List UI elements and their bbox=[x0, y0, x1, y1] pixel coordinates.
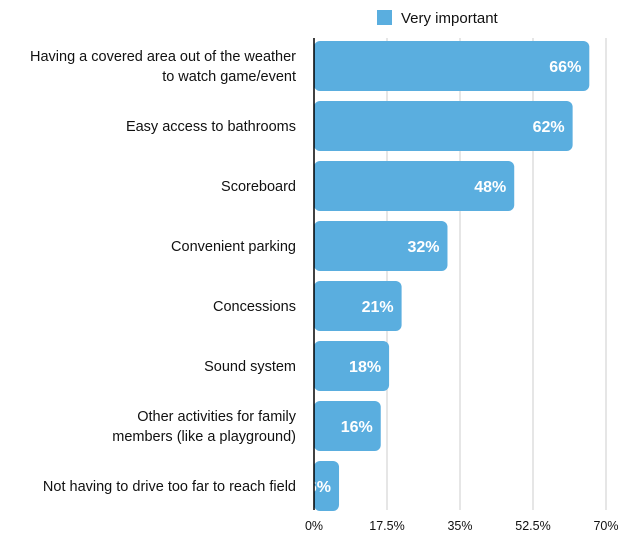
category-label-line: Easy access to bathrooms bbox=[126, 119, 296, 135]
category-label: Other activities for family members (like… bbox=[112, 409, 296, 445]
category-label-line: to watch game/event bbox=[162, 69, 296, 85]
bar-value-label: 66% bbox=[549, 59, 581, 76]
x-tick-label: 52.5% bbox=[515, 519, 550, 533]
bar bbox=[314, 341, 390, 391]
bar-value-label: 18% bbox=[349, 359, 381, 376]
bars: 66% 62% 48% 32% 21% 18% 16% 6% bbox=[308, 41, 590, 511]
bar bbox=[314, 41, 590, 91]
legend: Very important bbox=[377, 10, 499, 27]
category-label: Easy access to bathrooms bbox=[126, 119, 296, 135]
x-tick-label: 70% bbox=[593, 519, 618, 533]
bar bbox=[314, 281, 402, 331]
bar-value-label: 21% bbox=[362, 299, 394, 316]
x-tick-label: 35% bbox=[447, 519, 472, 533]
bar bbox=[314, 461, 340, 511]
category-label-line: members (like a playground) bbox=[112, 429, 296, 445]
category-label: Scoreboard bbox=[221, 179, 296, 195]
category-label-line: Other activities for family bbox=[137, 409, 296, 425]
bar bbox=[314, 401, 381, 451]
category-label: Sound system bbox=[204, 359, 296, 375]
bar bbox=[314, 161, 515, 211]
x-tick-label: 17.5% bbox=[369, 519, 404, 533]
legend-label: Very important bbox=[401, 10, 499, 27]
category-label: Convenient parking bbox=[171, 239, 296, 255]
bar-value-label: 62% bbox=[533, 119, 565, 136]
x-tick-label: 0% bbox=[305, 519, 323, 533]
category-label-line: Having a covered area out of the weather bbox=[30, 49, 296, 65]
x-tick-labels: 0% 17.5% 35% 52.5% 70% bbox=[305, 519, 619, 533]
bar bbox=[314, 101, 573, 151]
bar bbox=[314, 221, 448, 271]
category-label-line: Not having to drive too far to reach fie… bbox=[43, 479, 296, 495]
category-label-line: Convenient parking bbox=[171, 239, 296, 255]
bar-value-label: 16% bbox=[341, 419, 373, 436]
bar-value-label: 32% bbox=[407, 239, 439, 256]
category-label-line: Concessions bbox=[213, 299, 296, 315]
category-label: Having a covered area out of the weather… bbox=[30, 49, 296, 85]
category-labels: Having a covered area out of the weather… bbox=[30, 49, 297, 495]
category-label: Concessions bbox=[213, 299, 296, 315]
category-label-line: Sound system bbox=[204, 359, 296, 375]
bar-value-label: 48% bbox=[474, 179, 506, 196]
bar-value-label: 6% bbox=[308, 479, 331, 496]
legend-swatch bbox=[377, 10, 392, 25]
category-label-line: Scoreboard bbox=[221, 179, 296, 195]
category-label: Not having to drive too far to reach fie… bbox=[43, 479, 296, 495]
